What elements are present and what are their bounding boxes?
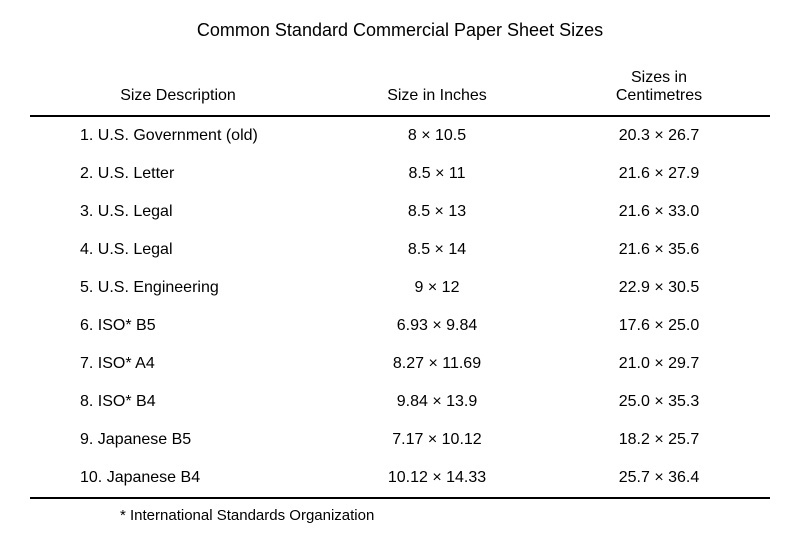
cell-inches: 9 × 12	[326, 269, 548, 307]
table-row: 5. U.S. Engineering9 × 1222.9 × 30.5	[30, 269, 770, 307]
cell-description: 2. U.S. Letter	[30, 155, 326, 193]
table-body: 1. U.S. Government (old)8 × 10.520.3 × 2…	[30, 116, 770, 498]
cell-inches: 9.84 × 13.9	[326, 383, 548, 421]
cell-description: 7. ISO* A4	[30, 345, 326, 383]
cell-description: 1. U.S. Government (old)	[30, 116, 326, 155]
cell-inches: 8.5 × 11	[326, 155, 548, 193]
cell-inches: 8 × 10.5	[326, 116, 548, 155]
cell-centimetres: 25.7 × 36.4	[548, 459, 770, 498]
cell-inches: 7.17 × 10.12	[326, 421, 548, 459]
paper-sizes-table: Size Description Size in Inches Sizes in…	[30, 61, 770, 499]
cell-description: 5. U.S. Engineering	[30, 269, 326, 307]
cell-inches: 6.93 × 9.84	[326, 307, 548, 345]
table-row: 7. ISO* A48.27 × 11.6921.0 × 29.7	[30, 345, 770, 383]
cell-description: 10. Japanese B4	[30, 459, 326, 498]
cell-description: 6. ISO* B5	[30, 307, 326, 345]
cell-inches: 8.27 × 11.69	[326, 345, 548, 383]
cell-inches: 10.12 × 14.33	[326, 459, 548, 498]
cell-inches: 8.5 × 14	[326, 231, 548, 269]
table-row: 8. ISO* B49.84 × 13.925.0 × 35.3	[30, 383, 770, 421]
cell-centimetres: 21.6 × 27.9	[548, 155, 770, 193]
cell-description: 4. U.S. Legal	[30, 231, 326, 269]
table-row: 9. Japanese B57.17 × 10.1218.2 × 25.7	[30, 421, 770, 459]
cell-centimetres: 17.6 × 25.0	[548, 307, 770, 345]
col-header-inches: Size in Inches	[326, 61, 548, 116]
table-row: 4. U.S. Legal8.5 × 1421.6 × 35.6	[30, 231, 770, 269]
table-row: 3. U.S. Legal8.5 × 1321.6 × 33.0	[30, 193, 770, 231]
col-header-centimetres: Sizes inCentimetres	[548, 61, 770, 116]
cell-description: 3. U.S. Legal	[30, 193, 326, 231]
page-title: Common Standard Commercial Paper Sheet S…	[30, 20, 770, 41]
cell-centimetres: 22.9 × 30.5	[548, 269, 770, 307]
cell-description: 8. ISO* B4	[30, 383, 326, 421]
cell-centimetres: 20.3 × 26.7	[548, 116, 770, 155]
col-header-description: Size Description	[30, 61, 326, 116]
table-header-row: Size Description Size in Inches Sizes in…	[30, 61, 770, 116]
table-row: 1. U.S. Government (old)8 × 10.520.3 × 2…	[30, 116, 770, 155]
cell-description: 9. Japanese B5	[30, 421, 326, 459]
cell-centimetres: 25.0 × 35.3	[548, 383, 770, 421]
footnote: * International Standards Organization	[30, 499, 770, 524]
cell-centimetres: 18.2 × 25.7	[548, 421, 770, 459]
cell-centimetres: 21.6 × 33.0	[548, 193, 770, 231]
cell-centimetres: 21.0 × 29.7	[548, 345, 770, 383]
table-row: 2. U.S. Letter8.5 × 1121.6 × 27.9	[30, 155, 770, 193]
cell-centimetres: 21.6 × 35.6	[548, 231, 770, 269]
cell-inches: 8.5 × 13	[326, 193, 548, 231]
table-row: 10. Japanese B410.12 × 14.3325.7 × 36.4	[30, 459, 770, 498]
table-row: 6. ISO* B56.93 × 9.8417.6 × 25.0	[30, 307, 770, 345]
